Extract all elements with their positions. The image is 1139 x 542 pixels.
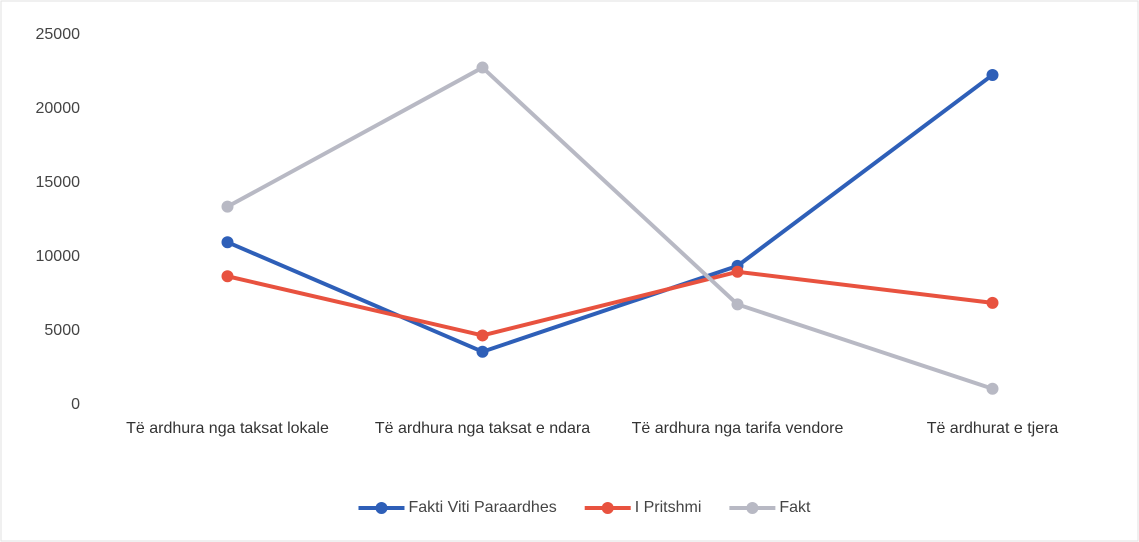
x-tick-label: Të ardhurat e tjera <box>926 420 1059 437</box>
legend: Fakti Viti Paraardhes I Pritshmi Fakt <box>358 499 811 516</box>
data-point <box>221 236 234 249</box>
data-point <box>731 298 744 311</box>
data-point <box>221 200 234 213</box>
data-point <box>986 382 999 395</box>
x-tick-label: Të ardhura nga taksat lokale <box>126 420 329 437</box>
data-point <box>986 296 999 309</box>
legend-marker <box>375 502 388 514</box>
legend-marker <box>601 502 614 514</box>
data-point <box>731 265 744 278</box>
data-point <box>221 270 234 283</box>
legend-marker <box>746 502 759 514</box>
x-tick-label: Të ardhura nga taksat e ndara <box>374 420 591 437</box>
y-tick-label: 0 <box>71 396 80 413</box>
x-tick-label: Të ardhura nga tarifa vendore <box>631 420 844 437</box>
legend-label: Fakti Viti Paraardhes <box>408 499 556 516</box>
x-tick-label-box: Të ardhura nga tarifa vendore <box>631 420 844 437</box>
series-line <box>226 73 994 354</box>
data-point <box>476 329 489 342</box>
series-line <box>227 269 993 338</box>
legend-label: Fakt <box>779 499 811 516</box>
y-tick-label: 15000 <box>36 174 81 191</box>
x-tick-label-box: Të ardhurat e tjera <box>926 420 1059 437</box>
x-tick-label-box: Të ardhura nga taksat e ndara <box>374 420 591 437</box>
y-tick-label: 5000 <box>44 322 80 339</box>
y-tick-label: 20000 <box>36 100 81 117</box>
legend-label: I Pritshmi <box>635 499 702 516</box>
data-point <box>476 61 489 74</box>
data-point <box>986 68 999 81</box>
data-point <box>476 345 489 358</box>
x-tick-label-box: Të ardhura nga taksat lokale <box>126 420 329 437</box>
y-tick-label: 10000 <box>36 248 81 265</box>
y-tick-label: 25000 <box>36 26 81 43</box>
series-line <box>226 65 994 391</box>
